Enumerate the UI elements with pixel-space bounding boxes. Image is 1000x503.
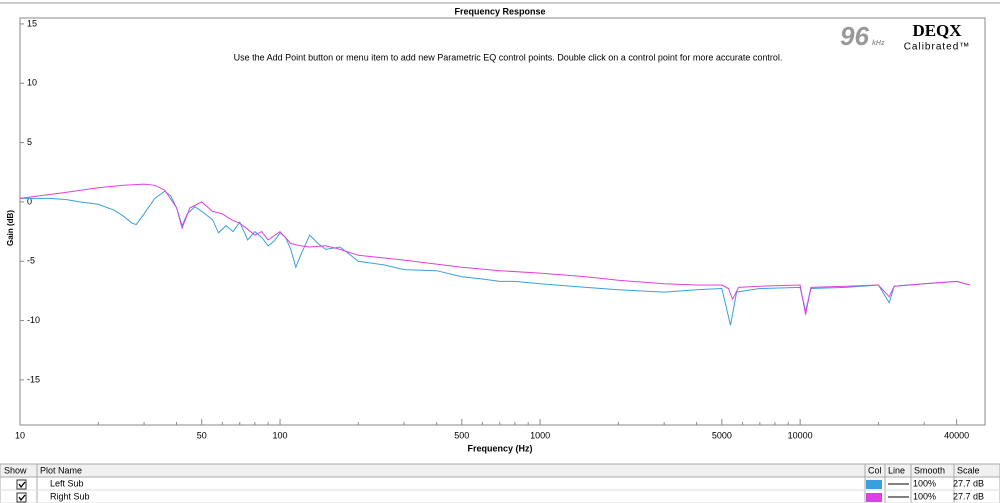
y-tick-label: -15: [27, 374, 40, 384]
table-header: [0, 463, 1000, 478]
logo-unit: kHz: [872, 40, 885, 47]
column-header: Line: [888, 465, 905, 475]
y-tick-label: 5: [27, 137, 32, 147]
series-line: [19, 183, 971, 315]
subtitle: Use the Add Point button or menu item to…: [234, 52, 783, 62]
plot-frame: [19, 17, 986, 426]
series-line: [20, 190, 971, 326]
checkbox[interactable]: [16, 492, 27, 503]
x-axis-label: Frequency (Hz): [467, 443, 532, 453]
x-tick-label: 100: [273, 430, 288, 440]
scale: 27.7 dB: [953, 491, 984, 501]
x-tick-label: 1000: [530, 430, 550, 440]
y-axis-label: Gain (dB): [6, 210, 15, 246]
plot-name: Left Sub: [50, 478, 84, 488]
x-tick-label: 10: [15, 430, 25, 440]
x-tick-label: 5000: [712, 430, 732, 440]
checkbox[interactable]: [16, 479, 27, 490]
logo-tag: Calibrated™: [904, 42, 971, 53]
y-tick-label: 10: [27, 78, 37, 88]
check-icon: [18, 481, 26, 489]
plot-table: Show Plot Name Col Line Smooth Scale Left Sub 1…: [0, 463, 1000, 503]
logo-brand: DEQX: [912, 21, 962, 40]
smooth: 100%: [913, 478, 936, 488]
chart-title: Frequency Response: [454, 6, 545, 16]
column-header: Col: [868, 465, 882, 475]
logo-rate: 96: [840, 21, 869, 51]
color-swatch[interactable]: [866, 480, 882, 489]
column-header: Plot Name: [40, 465, 82, 475]
column-header: Smooth: [914, 465, 945, 475]
y-tick-label: -10: [27, 315, 40, 325]
scale: 27.7 dB: [953, 478, 984, 488]
x-tick-label: 50: [197, 430, 207, 440]
y-tick-label: 0: [27, 196, 32, 206]
smooth: 100%: [913, 491, 936, 501]
x-tick-label: 10000: [788, 430, 813, 440]
color-swatch[interactable]: [866, 493, 882, 502]
y-tick-label: -5: [27, 256, 35, 266]
check-icon: [18, 494, 26, 502]
y-tick-label: 15: [27, 18, 37, 28]
column-header: Scale: [957, 465, 980, 475]
plot-name: Right Sub: [50, 491, 90, 501]
x-tick-label: 500: [454, 430, 469, 440]
column-header: Show: [4, 465, 27, 475]
x-tick-label: 40000: [944, 430, 969, 440]
